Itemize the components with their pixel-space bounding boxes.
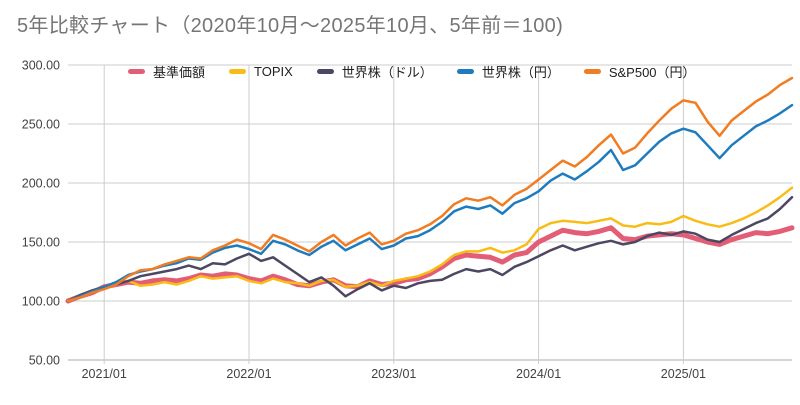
y-tick-label: 50.00 [29,354,60,368]
y-tick-label: 250.00 [22,118,60,132]
y-tick-label: 300.00 [22,59,60,73]
legend-swatch-icon [583,69,601,74]
legend-label: TOPIX [254,64,293,79]
chart-title: 5年比較チャート（2020年10月〜2025年10月、5年前＝100) [17,15,564,37]
legend-label: S&P500（円） [608,65,696,80]
y-tick-label: 100.00 [22,295,60,309]
legend-item-2[interactable]: TOPIX [229,64,293,79]
y-tick-label: 150.00 [22,236,60,250]
x-tick-label: 2023/01 [371,367,416,381]
series-line-2 [66,186,794,303]
legend-item-3[interactable]: 世界株（ドル） [316,62,433,81]
x-tick-label: 2025/01 [661,367,706,381]
legend-swatch-icon [316,69,334,74]
series-line-3 [66,195,794,303]
legend-label: 基準価額 [153,65,206,80]
series-line-5 [66,76,794,303]
legend-item-5[interactable]: S&P500（円） [583,62,696,81]
legend-label: 世界株（円） [481,65,560,80]
x-tick-label: 2024/01 [516,367,561,381]
legend-label: 世界株（ドル） [341,65,433,80]
x-tick-label: 2022/01 [226,367,271,381]
legend-swatch-icon [456,69,474,74]
legend-item-1[interactable]: 基準価額 [128,62,205,81]
legend-swatch-icon [229,69,247,74]
legend-item-4[interactable]: 世界株（円） [456,62,560,81]
legend-swatch-icon [128,69,145,74]
y-tick-label: 200.00 [22,177,60,191]
chart-legend: 基準価額 TOPIX 世界株（ドル） 世界株（円） S&P500（円） [128,62,696,81]
x-tick-label: 2021/01 [82,367,127,381]
